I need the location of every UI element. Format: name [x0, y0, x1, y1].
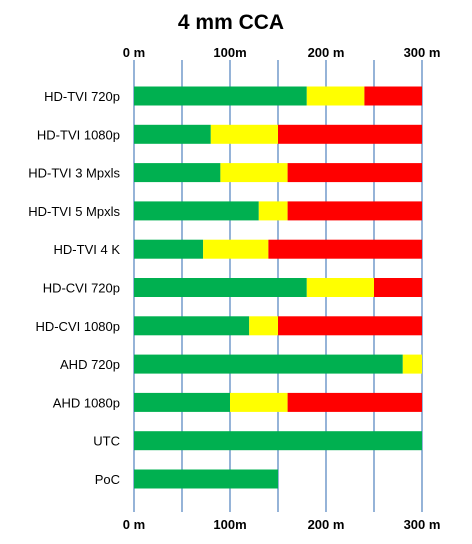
bars — [134, 86, 422, 489]
category-label: AHD 1080p — [53, 395, 120, 410]
bar-segment — [134, 278, 307, 297]
category-label: HD-TVI 4 K — [54, 242, 121, 257]
x-tick-label: 300 m — [404, 45, 441, 60]
category-label: HD-CVI 1080p — [35, 319, 120, 334]
bar-segment — [306, 278, 374, 297]
bar-segment — [278, 316, 422, 336]
bar-segment — [134, 469, 278, 489]
category-label: HD-CVI 720p — [43, 281, 120, 296]
bar-segment — [230, 392, 288, 412]
bar-segment — [220, 163, 288, 183]
bar-segment — [203, 239, 269, 259]
bar-segment — [278, 124, 422, 144]
x-tick-label: 0 m — [123, 517, 145, 532]
bar-segment — [306, 86, 365, 106]
x-tick-label: 200 m — [308, 45, 345, 60]
category-label: HD-TVI 5 Mpxls — [28, 204, 120, 219]
bar-segment — [134, 316, 250, 336]
bar-segment — [374, 278, 422, 297]
bar-segment — [134, 431, 422, 451]
category-label: HD-TVI 3 Mpxls — [28, 166, 120, 181]
bar-segment — [249, 316, 278, 336]
category-label: HD-TVI 1080p — [37, 127, 120, 142]
bar-segment — [134, 354, 403, 374]
x-tick-label: 100m — [213, 517, 246, 532]
bar-segment — [287, 163, 422, 183]
bar-segment — [134, 392, 230, 412]
bar-segment — [402, 354, 422, 374]
x-tick-label: 300 m — [404, 517, 441, 532]
x-axis-top: 0 m 100m 200 m 300 m — [123, 45, 441, 60]
bar-segment — [364, 86, 422, 106]
category-label: PoC — [95, 472, 120, 487]
bar-segment — [268, 239, 422, 259]
bar-segment — [258, 201, 288, 221]
bar-segment — [134, 201, 259, 221]
bar-segment — [134, 124, 211, 144]
category-label: UTC — [93, 434, 120, 449]
x-tick-label: 0 m — [123, 45, 145, 60]
x-tick-label: 100m — [213, 45, 246, 60]
bar-segment — [134, 163, 221, 183]
bar-segment — [287, 392, 422, 412]
bar-segment — [287, 201, 422, 221]
category-label: AHD 720p — [60, 357, 120, 372]
bar-segment — [134, 239, 204, 259]
bar-segment — [134, 86, 307, 106]
bar-segment — [210, 124, 278, 144]
category-label: HD-TVI 720p — [44, 89, 120, 104]
category-labels: HD-TVI 720p HD-TVI 1080p HD-TVI 3 Mpxls HD-… — [28, 89, 120, 487]
chart-title: 4 mm CCA — [178, 11, 284, 34]
x-tick-label: 200 m — [308, 517, 345, 532]
x-axis-bottom: 0 m 100m 200 m 300 m — [123, 517, 441, 532]
